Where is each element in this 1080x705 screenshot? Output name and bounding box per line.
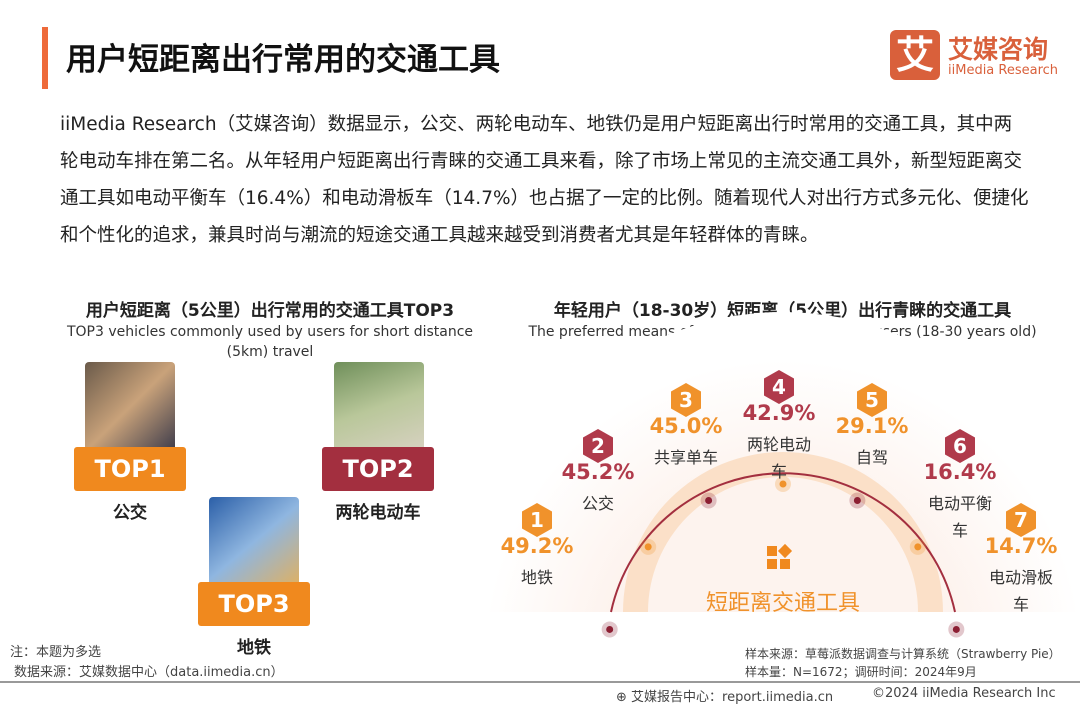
sample-size: 样本量：N=1672；调研时间：2024年9月 — [745, 665, 977, 679]
data-source: 数据来源：艾媒数据中心（data.iimedia.cn） — [14, 665, 284, 680]
category-label: 电动滑板车 — [988, 568, 1053, 614]
value-label: 45.2% — [561, 460, 635, 484]
report-center[interactable]: ⊕ 艾媒报告中心：report.iimedia.cn — [616, 686, 833, 705]
arc-dot — [853, 496, 861, 504]
intro-paragraph: iiMedia Research（艾媒咨询）数据显示，公交、两轮电动车、地铁仍是… — [60, 114, 1029, 246]
ranking-arc — [610, 472, 956, 613]
category-label: 地铁 — [520, 568, 554, 587]
top2-label: 两轮电动车 — [335, 503, 421, 523]
arc-dot — [952, 625, 960, 633]
category-label: 公交 — [581, 494, 615, 513]
category-label: 电动平衡车 — [927, 494, 992, 540]
left-subtitle: TOP3 vehicles commonly used by users for… — [66, 324, 474, 360]
center-label: 短距离交通工具 — [705, 591, 860, 616]
report-link[interactable]: 艾媒报告中心：report.iimedia.cn — [631, 690, 834, 705]
footer-divider — [0, 681, 1080, 683]
ebike-photo — [334, 362, 424, 452]
note: 注：本题为多选 — [10, 645, 102, 660]
arc-dot — [606, 625, 614, 633]
category-label: 自驾 — [855, 448, 889, 467]
arc-dot — [705, 496, 713, 504]
category-label: 共享单车 — [653, 448, 719, 467]
chart-title: 年轻用户（18-30岁）短距离（5公里）出行青睐的交通工具 — [553, 301, 1012, 321]
bus-photo — [85, 362, 175, 452]
logo-en: iiMedia Research — [948, 63, 1059, 78]
value-label: 49.2% — [500, 534, 574, 558]
top1-label: 公交 — [113, 503, 147, 523]
logo-mark: 艾 — [890, 30, 940, 80]
arc-dot — [779, 480, 787, 488]
left-title: 用户短距离（5公里）出行常用的交通工具TOP3 — [85, 301, 455, 321]
top1-tag: TOP1 — [74, 447, 186, 491]
value-label: 42.9% — [742, 401, 816, 425]
value-label: 14.7% — [984, 534, 1058, 558]
top3-label: 地铁 — [237, 638, 271, 658]
value-label: 45.0% — [649, 414, 723, 438]
sample-source: 样本来源：草莓派数据调查与计算系统（Strawberry Pie） — [745, 647, 1061, 661]
page-title: 用户短距离出行常用的交通工具 — [66, 42, 500, 78]
globe-icon: ⊕ — [616, 690, 632, 705]
category-label: 两轮电动车 — [746, 435, 811, 481]
value-label: 29.1% — [835, 414, 909, 438]
arc-dot — [914, 543, 922, 551]
grid-icon — [767, 543, 793, 569]
top2-tag: TOP2 — [322, 447, 434, 491]
copyright: ©2024 iiMedia Research Inc — [872, 686, 1056, 701]
arc-dot — [644, 543, 652, 551]
top3-tag: TOP3 — [198, 582, 310, 626]
title-accent-bar — [42, 27, 48, 89]
logo-cn: 艾媒咨询 — [948, 35, 1049, 64]
value-label: 16.4% — [923, 460, 997, 484]
subway-photo — [209, 497, 299, 587]
